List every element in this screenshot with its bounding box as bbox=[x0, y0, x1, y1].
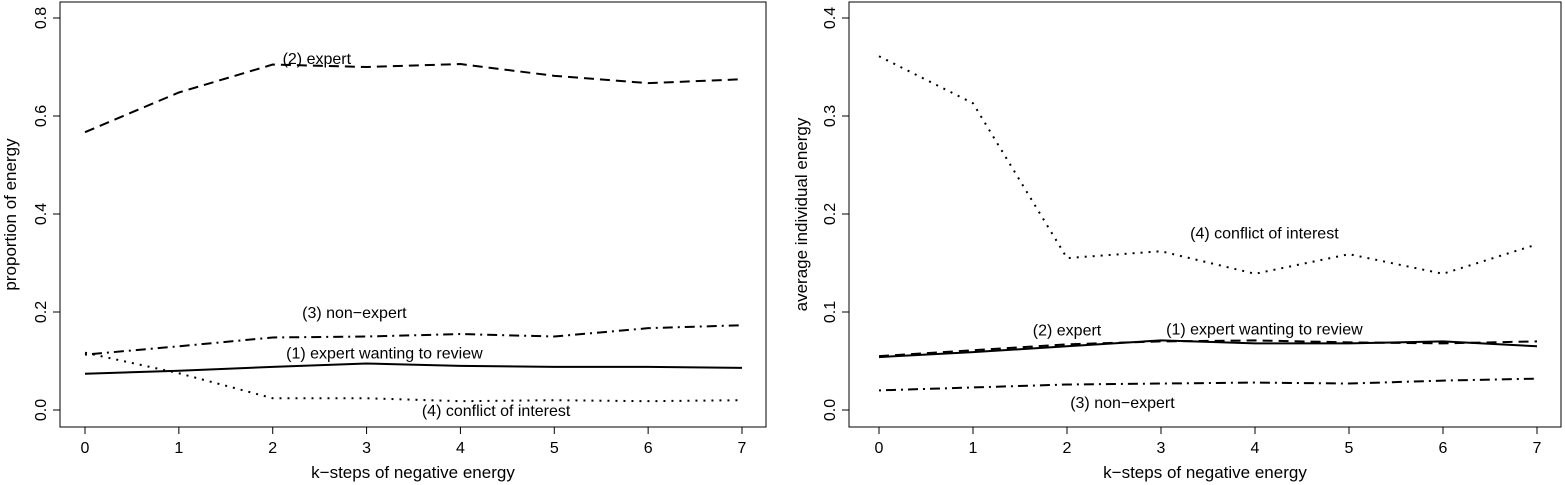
series-annotation-label: (3) non−expert bbox=[1070, 395, 1175, 412]
y-tick-label: 0.2 bbox=[33, 301, 50, 323]
plot-frame bbox=[848, 1, 1562, 428]
right-chart-panel: 0 1 2 3 4 5 6 7 0.0 0.1 0.2 0.3 0.4 k−steps of negati… bbox=[792, 1, 1562, 482]
x-tick-label: 0 bbox=[81, 440, 90, 457]
y-tick-label: 0.1 bbox=[822, 301, 839, 323]
left-chart-panel: 0 1 2 3 4 5 6 7 0.0 0.2 0.4 0.6 0.8 k−steps of negati… bbox=[1, 1, 767, 482]
series-annotation-label: (3) non−expert bbox=[302, 305, 407, 322]
series-annotation-label: (1) expert wanting to review bbox=[1166, 322, 1363, 339]
series-line-1 bbox=[878, 339, 1538, 359]
series-line-2 bbox=[878, 339, 1538, 358]
y-axis-title: average individual energy bbox=[792, 117, 811, 311]
x-tick-label: 1 bbox=[174, 440, 183, 457]
x-tick-label: 2 bbox=[1063, 440, 1072, 457]
series-line-3 bbox=[878, 377, 1538, 392]
x-tick-label: 5 bbox=[550, 440, 559, 457]
x-tick-label: 4 bbox=[456, 440, 465, 457]
series-annotation-label: (2) expert bbox=[1033, 323, 1102, 340]
series-line-1 bbox=[84, 362, 743, 375]
y-axis-title: proportion of energy bbox=[1, 138, 20, 291]
x-tick-label: 7 bbox=[738, 440, 747, 457]
x-tick-label: 3 bbox=[1157, 440, 1166, 457]
x-tick-label: 3 bbox=[362, 440, 371, 457]
x-tick-label: 6 bbox=[644, 440, 653, 457]
series-annotation-label: (2) expert bbox=[283, 51, 352, 68]
x-axis-title: k−steps of negative energy bbox=[311, 463, 515, 482]
y-tick-label: 0.0 bbox=[822, 399, 839, 421]
y-tick-label: 0.2 bbox=[822, 203, 839, 225]
y-tick-label: 0.6 bbox=[33, 105, 50, 127]
x-tick-label: 0 bbox=[875, 440, 884, 457]
x-tick-label: 2 bbox=[268, 440, 277, 457]
series-annotation-label: (4) conflict of interest bbox=[422, 403, 571, 420]
x-tick-label: 4 bbox=[1251, 440, 1260, 457]
x-tick-label: 5 bbox=[1345, 440, 1354, 457]
y-tick-label: 0.4 bbox=[822, 7, 839, 29]
series-line-2 bbox=[84, 63, 743, 134]
x-axis-title: k−steps of negative energy bbox=[1103, 463, 1307, 482]
series-annotation-label: (4) conflict of interest bbox=[1190, 226, 1339, 243]
y-tick-label: 0.3 bbox=[822, 105, 839, 127]
x-tick-label: 7 bbox=[1533, 440, 1542, 457]
x-tick-label: 1 bbox=[969, 440, 978, 457]
y-tick-label: 0.0 bbox=[33, 399, 50, 421]
series-line-4 bbox=[84, 351, 743, 403]
series-annotation-label: (1) expert wanting to review bbox=[286, 346, 483, 363]
x-tick-label: 6 bbox=[1439, 440, 1448, 457]
y-tick-label: 0.4 bbox=[33, 203, 50, 225]
y-tick-label: 0.8 bbox=[33, 7, 50, 29]
